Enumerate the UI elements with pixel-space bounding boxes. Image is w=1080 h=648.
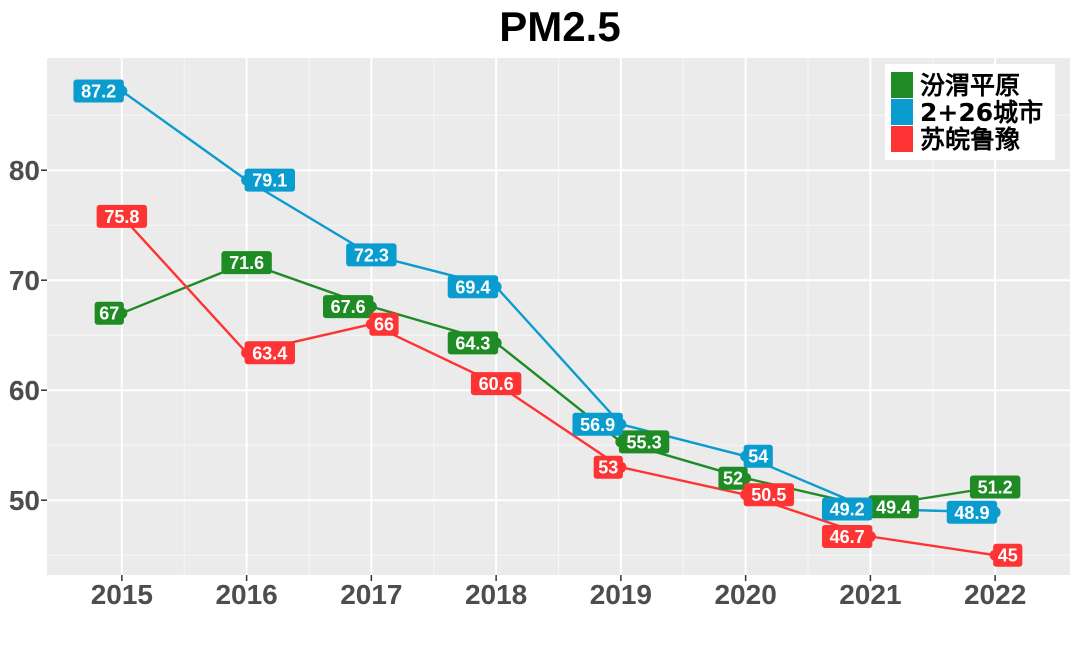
- data-label-box: [96, 204, 148, 228]
- data-label: 69.4: [447, 275, 499, 299]
- data-label: 75.8: [96, 204, 148, 228]
- data-label: 54: [743, 444, 773, 468]
- data-label: 66: [369, 312, 399, 336]
- data-label-box: [618, 430, 670, 454]
- data-label-box: [743, 444, 773, 468]
- data-label-box: [447, 331, 499, 355]
- data-label-box: [244, 168, 296, 192]
- data-label-text: 87.2: [81, 82, 116, 102]
- data-label-box: [369, 312, 399, 336]
- x-tick-label: 2016: [215, 579, 277, 610]
- data-label: 49.4: [868, 495, 919, 519]
- legend-label: 苏皖鲁豫: [920, 125, 1020, 154]
- data-label: 87.2: [73, 79, 124, 103]
- x-tick-label: 2015: [91, 579, 153, 610]
- data-label: 64.3: [447, 331, 499, 355]
- grid-lines: [47, 58, 1070, 575]
- data-label: 71.6: [221, 251, 272, 275]
- data-label: 79.1: [244, 168, 296, 192]
- data-label: 67.6: [322, 295, 374, 319]
- data-label-text: 79.1: [252, 171, 287, 191]
- legend-label: 汾渭平原: [920, 71, 1020, 100]
- data-label: 51.2: [969, 475, 1021, 499]
- data-label-text: 55.3: [627, 432, 662, 452]
- data-label-box: [470, 372, 522, 396]
- data-label-text: 75.8: [104, 207, 139, 227]
- data-labels-layer: 67 71.6 67.6 64.3 55.3 52 49.4 51.2 87.2 79.1 72.3…: [73, 79, 1023, 567]
- data-label: 63.4: [244, 341, 296, 365]
- data-label-box: [346, 243, 397, 267]
- data-label-text: 48.9: [954, 503, 989, 523]
- data-label-text: 49.2: [830, 500, 865, 520]
- y-tick-label: 50: [9, 485, 40, 516]
- x-tick-label: 2017: [340, 579, 402, 610]
- data-label: 67: [94, 301, 124, 325]
- data-label-text: 69.4: [455, 277, 490, 297]
- data-label-text: 49.4: [876, 497, 911, 517]
- data-label-text: 45: [998, 546, 1018, 566]
- data-label-text: 51.2: [978, 478, 1013, 498]
- data-label: 49.2: [821, 497, 873, 521]
- data-label: 46.7: [821, 525, 873, 548]
- data-label-text: 66: [374, 315, 394, 335]
- data-label-text: 50.5: [751, 485, 786, 505]
- data-label: 53: [593, 455, 623, 479]
- data-label-box: [221, 251, 272, 275]
- data-label-text: 53: [598, 458, 618, 478]
- data-label-box: [572, 412, 623, 436]
- chart-title: PM2.5: [499, 3, 620, 50]
- data-label-text: 52: [723, 469, 743, 489]
- data-label: 48.9: [946, 500, 998, 524]
- legend-swatch: [891, 99, 913, 125]
- x-tick-label: 2018: [465, 579, 527, 610]
- data-label-text: 46.7: [830, 527, 865, 547]
- data-label-text: 67: [99, 304, 119, 324]
- data-label-box: [718, 466, 748, 490]
- data-label: 52: [718, 466, 748, 490]
- data-label-box: [94, 301, 124, 325]
- data-label-box: [73, 79, 124, 103]
- x-tick-label: 2020: [714, 579, 776, 610]
- legend-background: [885, 64, 1055, 160]
- x-tick-label: 2022: [964, 579, 1026, 610]
- data-label-text: 56.9: [580, 415, 615, 435]
- data-label: 56.9: [572, 412, 623, 436]
- data-label-box: [447, 275, 499, 299]
- legend-swatch: [891, 126, 913, 152]
- axes-layer: 50 60 70 80 2015 2016 2017 2018 2019 2020 2021 2022: [9, 155, 1026, 610]
- data-label-text: 60.6: [479, 374, 514, 394]
- data-label-box: [993, 543, 1023, 567]
- data-label-text: 72.3: [354, 245, 389, 265]
- data-label: 45: [993, 543, 1023, 567]
- data-label-box: [821, 497, 873, 521]
- x-tick-label: 2019: [590, 579, 652, 610]
- data-label-text: 64.3: [455, 333, 490, 353]
- data-label: 55.3: [618, 430, 670, 454]
- y-tick-label: 80: [9, 155, 40, 186]
- data-label: 60.6: [470, 372, 522, 396]
- data-label-text: 71.6: [229, 253, 264, 273]
- data-label-box: [244, 341, 296, 365]
- legend-swatch: [891, 72, 913, 98]
- data-label-box: [946, 500, 998, 524]
- data-label: 50.5: [743, 483, 795, 507]
- data-label-box: [322, 295, 374, 319]
- legend-label: 2+26城市: [920, 98, 1043, 127]
- y-tick-label: 60: [9, 375, 40, 406]
- data-label-text: 63.4: [252, 343, 287, 363]
- data-label: 72.3: [346, 243, 397, 267]
- y-tick-label: 70: [9, 265, 40, 296]
- data-label-box: [821, 525, 873, 548]
- data-label-box: [969, 475, 1021, 499]
- x-tick-label: 2021: [839, 579, 901, 610]
- data-label-box: [868, 495, 919, 519]
- data-label-text: 54: [748, 447, 768, 467]
- data-label-box: [743, 483, 795, 507]
- data-label-text: 67.6: [331, 297, 366, 317]
- data-label-box: [593, 455, 623, 479]
